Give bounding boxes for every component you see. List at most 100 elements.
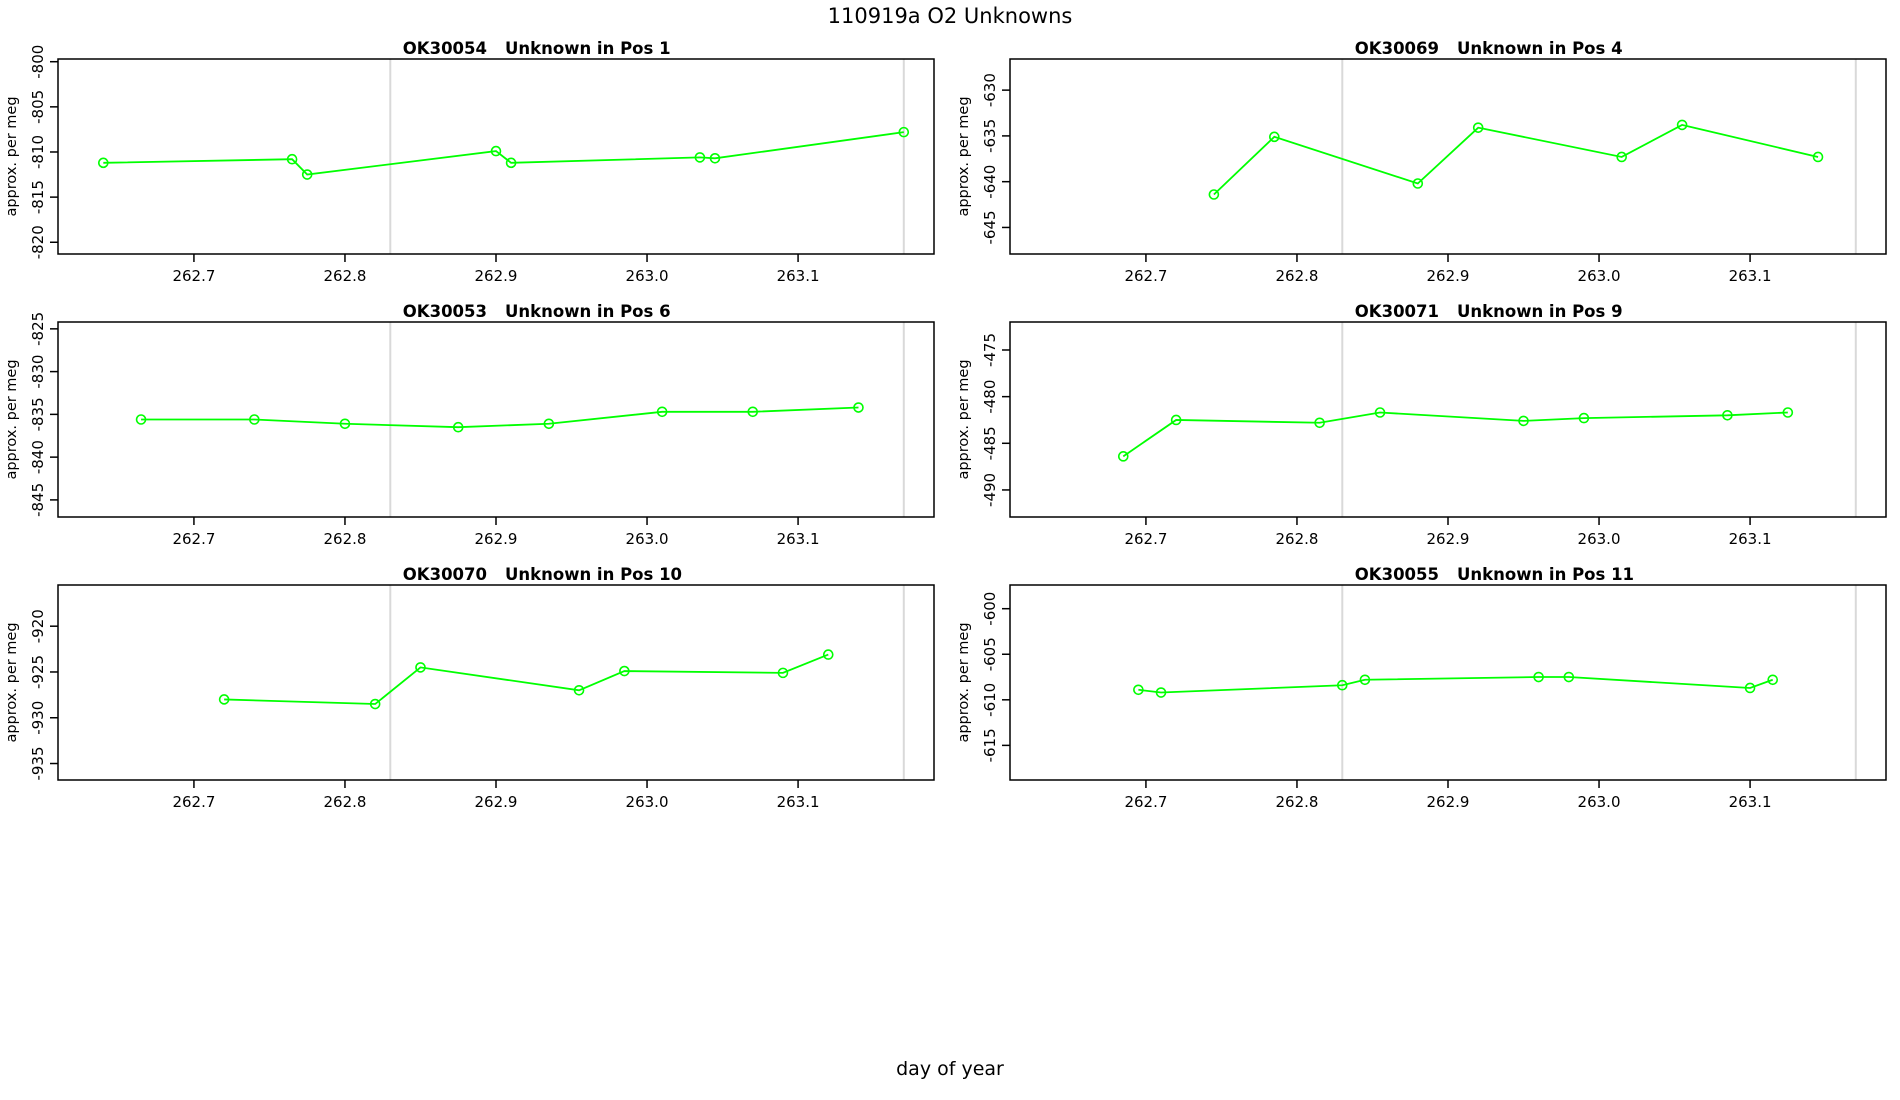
data-point-marker <box>452 421 464 433</box>
plot-canvas-pos11: OK30055 Unknown in Pos 11 262.7 262.8 262.… <box>956 565 1887 811</box>
data-point-marker <box>747 406 759 418</box>
data-point-marker <box>822 649 834 660</box>
x-tick-label: 262.8 <box>1275 267 1318 285</box>
data-point-marker <box>1616 151 1627 163</box>
x-tick-label: 262.7 <box>1124 530 1167 548</box>
data-point-marker <box>1269 131 1280 143</box>
data-point-marker <box>1170 414 1182 426</box>
y-axis-label: approx. per meg <box>956 359 972 479</box>
y-tick-label: -480 <box>981 380 999 414</box>
data-point-marker <box>369 698 381 710</box>
y-tick-label: -930 <box>29 701 47 735</box>
data-point-marker <box>573 684 585 696</box>
data-point-marker <box>1767 674 1779 686</box>
data-point-marker <box>1117 451 1129 462</box>
subplot-title-desc: Unknown in Pos 9 <box>1457 302 1623 321</box>
data-point-marker <box>1472 122 1484 133</box>
subplot-title-id: OK30070 <box>403 565 487 584</box>
plot-canvas-pos6: OK30053 Unknown in Pos 6 262.7 262.8 262.9… <box>4 302 935 548</box>
x-tick-label: 262.7 <box>1124 793 1167 811</box>
x-tick-label: 263.1 <box>1729 267 1772 285</box>
data-point-marker <box>1722 410 1733 421</box>
plot-canvas-pos4: OK30069 Unknown in Pos 4 262.7 262.8 262.9… <box>956 39 1887 285</box>
y-tick-label: -925 <box>29 655 47 689</box>
plot-canvas-pos1: OK30054 Unknown in Pos 1 262.7 262.8 262.9… <box>4 39 935 285</box>
x-tick-label: 262.8 <box>323 267 366 285</box>
subplot-title-id: OK30053 <box>403 302 487 321</box>
x-tick-label: 262.7 <box>172 530 215 548</box>
y-tick-label: -600 <box>981 592 999 626</box>
data-point-marker <box>98 157 109 169</box>
data-line <box>1138 676 1774 694</box>
data-point-marker <box>543 418 555 430</box>
subplot-title-id: OK30069 <box>1355 39 1439 58</box>
x-tick-label: 262.7 <box>172 267 215 285</box>
plot-box <box>1009 584 1887 781</box>
subplot-pos6: OK30053 Unknown in Pos 6 262.7 262.8 262.9… <box>0 302 950 552</box>
x-tick-label: 263.1 <box>1729 793 1772 811</box>
y-tick-label: -805 <box>29 90 47 124</box>
data-point-marker <box>694 152 706 163</box>
x-tick-label: 263.1 <box>777 793 820 811</box>
data-line <box>224 653 829 705</box>
y-tick-label: -645 <box>981 210 999 244</box>
plot-box <box>1009 321 1887 518</box>
data-line <box>103 131 904 176</box>
x-tick-label: 262.7 <box>172 793 215 811</box>
data-point-marker <box>1518 415 1529 427</box>
data-point-marker <box>1314 417 1325 429</box>
x-tick-label: 262.8 <box>323 530 366 548</box>
data-point-marker <box>1563 671 1575 683</box>
y-tick-label: -475 <box>981 333 999 367</box>
plot-box <box>57 584 935 781</box>
plot-canvas-pos9: OK30071 Unknown in Pos 9 262.7 262.8 262.9… <box>956 302 1887 548</box>
y-tick-label: -935 <box>29 746 47 780</box>
data-point-marker <box>1782 407 1794 418</box>
data-point-marker <box>898 126 910 138</box>
data-point-marker <box>135 414 147 425</box>
subplot-pos1: OK30054 Unknown in Pos 1 262.7 262.8 262.9… <box>0 39 950 289</box>
y-axis-label: approx. per meg <box>956 622 972 742</box>
x-tick-label: 263.0 <box>1578 530 1621 548</box>
subplot-title-id: OK30055 <box>1355 565 1439 584</box>
subplot-pos10: OK30070 Unknown in Pos 10 262.7 262.8 262.… <box>0 565 950 815</box>
subplot-pos4: OK30069 Unknown in Pos 4 262.7 262.8 262.9… <box>952 39 1900 289</box>
data-point-marker <box>1359 674 1371 686</box>
data-point-marker <box>505 157 517 169</box>
x-tick-label: 262.9 <box>1427 267 1470 285</box>
data-point-marker <box>656 406 668 418</box>
data-point-marker <box>339 418 351 430</box>
x-tick-label: 263.0 <box>626 530 669 548</box>
data-line <box>1122 411 1788 458</box>
y-tick-label: -615 <box>981 728 999 762</box>
x-tick-label: 262.9 <box>1427 793 1470 811</box>
subplot-title-id: OK30054 <box>403 39 487 58</box>
data-point-marker <box>1812 151 1824 163</box>
subplot-title-desc: Unknown in Pos 1 <box>505 39 671 58</box>
subplot-title-desc: Unknown in Pos 4 <box>1457 39 1623 58</box>
data-line <box>141 406 859 429</box>
y-tick-label: -610 <box>981 683 999 717</box>
data-point-marker <box>1336 679 1348 691</box>
data-point-marker <box>490 145 502 157</box>
subplot-title-desc: Unknown in Pos 6 <box>505 302 671 321</box>
data-point-marker <box>1578 412 1590 424</box>
x-tick-label: 263.0 <box>1578 267 1621 285</box>
subplot-title-desc: Unknown in Pos 10 <box>505 565 682 584</box>
y-tick-label: -820 <box>29 225 47 259</box>
x-tick-label: 262.9 <box>1427 530 1470 548</box>
y-tick-label: -640 <box>981 165 999 199</box>
x-tick-label: 262.9 <box>475 267 518 285</box>
data-point-marker <box>619 665 630 677</box>
subplot-title-id: OK30071 <box>1355 302 1439 321</box>
x-tick-label: 263.0 <box>1578 793 1621 811</box>
data-point-marker <box>709 153 721 164</box>
data-point-marker <box>1374 407 1386 418</box>
x-tick-label: 262.9 <box>475 530 518 548</box>
x-tick-label: 263.1 <box>777 267 820 285</box>
y-tick-label: -605 <box>981 637 999 671</box>
data-point-marker <box>1412 178 1424 189</box>
data-point-marker <box>249 414 260 425</box>
y-tick-label: -815 <box>29 180 47 214</box>
plot-canvas-pos10: OK30070 Unknown in Pos 10 262.7 262.8 262.… <box>4 565 935 811</box>
